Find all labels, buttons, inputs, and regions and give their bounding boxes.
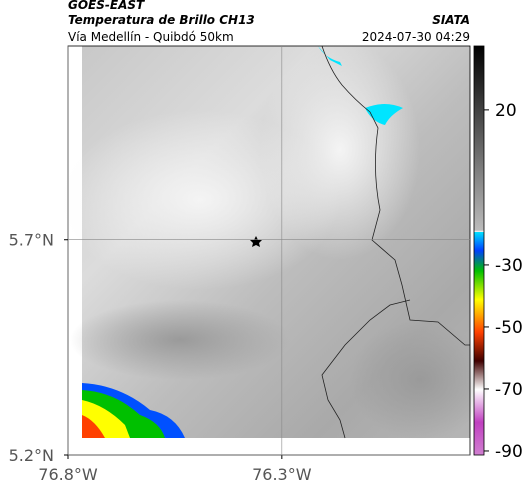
source: SIATA bbox=[432, 13, 470, 27]
colorbar-tick-label: 20 bbox=[495, 101, 517, 121]
datetime: 2024-07-30 04:29 bbox=[362, 30, 470, 44]
x-tick-label: 76.8°W bbox=[38, 465, 98, 484]
colorbar-tick-label: -30 bbox=[495, 256, 523, 276]
colorbar-tick-label: -70 bbox=[495, 380, 523, 400]
region: Vía Medellín - Quibdó 50km bbox=[68, 30, 234, 44]
colorbar bbox=[473, 45, 485, 456]
y-tick-label: 5.2°N bbox=[9, 446, 54, 465]
satellite: GOES-EAST bbox=[68, 0, 145, 12]
x-tick-label: 76.3°W bbox=[252, 465, 312, 484]
colorbar-tick-label: -90 bbox=[495, 442, 523, 462]
product: Temperatura de Brillo CH13 bbox=[68, 13, 255, 27]
colorbar-tick-label: -50 bbox=[495, 318, 523, 338]
y-tick-label: 5.7°N bbox=[9, 231, 54, 250]
map-image bbox=[60, 40, 490, 455]
